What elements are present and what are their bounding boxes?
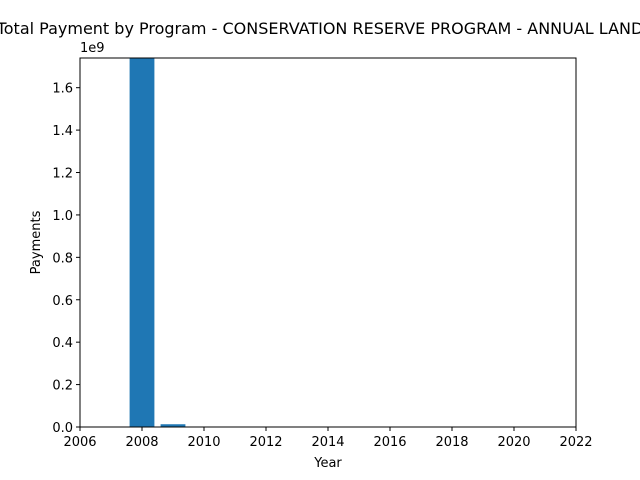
y-axis: 0.0 0.2 0.4 0.6 0.8 1.0 1.2 1.4 1.6: [52, 82, 80, 436]
x-tick-label: 2018: [435, 435, 468, 450]
y-tick-label: 0.4: [52, 336, 73, 351]
x-axis: 2006 2008 2010 2012 2014 2016 2018 2020 2022: [63, 427, 593, 450]
y-tick-label: 1.2: [52, 167, 73, 182]
x-tick-label: 2020: [497, 435, 530, 450]
chart-title: Total Payment by Program - CONSERVATION …: [0, 19, 640, 38]
bars-group: [129, 58, 186, 427]
y-tick-label: 1.6: [52, 82, 73, 97]
bar-2008: [129, 58, 155, 427]
x-axis-label: Year: [313, 456, 342, 471]
x-tick-label: 2012: [249, 435, 282, 450]
x-tick-label: 2014: [311, 435, 344, 450]
y-axis-label: Payments: [29, 210, 44, 274]
y-tick-label: 0.8: [52, 251, 73, 266]
bar-2009: [160, 424, 186, 427]
y-tick-label: 1.4: [52, 124, 73, 139]
y-tick-label: 0.2: [52, 379, 73, 394]
y-tick-label: 0.0: [52, 421, 73, 436]
x-tick-label: 2022: [559, 435, 592, 450]
x-tick-label: 2006: [63, 435, 96, 450]
y-tick-label: 1.0: [52, 209, 73, 224]
x-tick-label: 2010: [187, 435, 220, 450]
y-tick-label: 0.6: [52, 294, 73, 309]
x-tick-label: 2008: [125, 435, 158, 450]
y-offset-label: 1e9: [80, 41, 105, 56]
x-tick-label: 2016: [373, 435, 406, 450]
